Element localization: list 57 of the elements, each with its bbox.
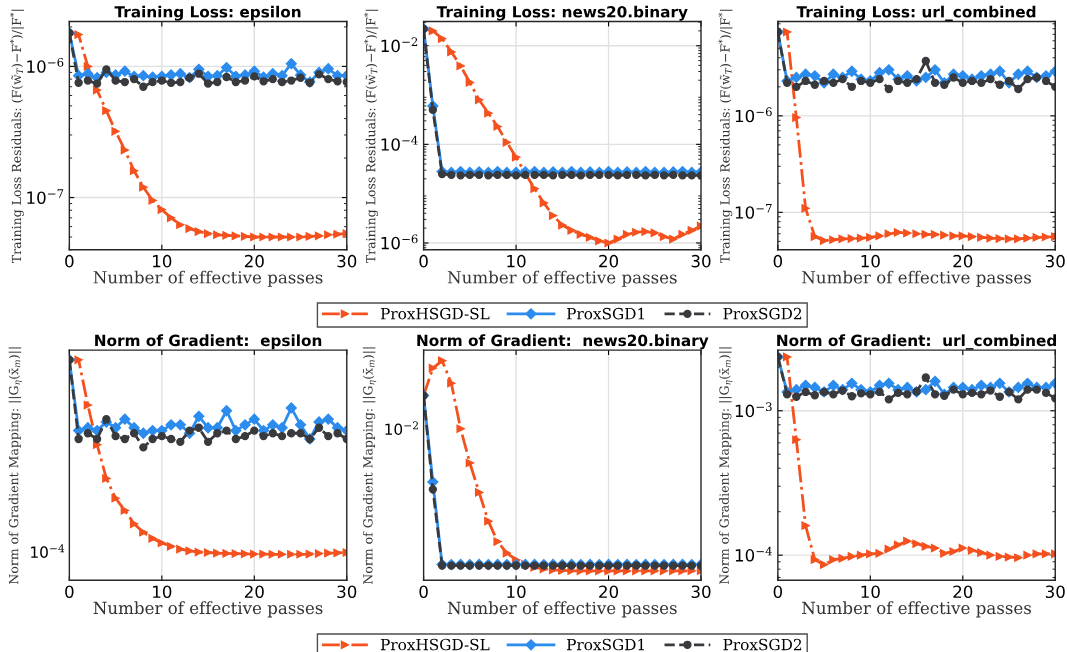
chart-title: Norm of Gradient: epsilon (95, 334, 322, 350)
x-tick-label: 20 (599, 254, 619, 268)
y-axis-title: Norm of Gradient Mapping: ||G$_{η}$(x̄$_{m}$)|| (362, 347, 377, 585)
legend-label: ProxSGD2 (723, 307, 802, 320)
x-tick-label: 10 (153, 254, 172, 268)
x-axis-title: Number of effective passes (802, 270, 1031, 287)
y-axis-title: Training Loss Residuals: (F(w̃$_{T}$)−F$^{*}$)/|F$^{*}$| (364, 9, 379, 264)
legend-label: ProxSGD1 (566, 307, 645, 320)
x-tick-label: 30 (691, 585, 711, 599)
y-tick-label: 10$^{−4}$ (735, 546, 772, 562)
y-tick-label: 10$^{−7}$ (27, 189, 64, 204)
legend-label: ProxSGD1 (566, 638, 645, 651)
x-tick-label: 0 (773, 254, 783, 268)
x-tick-label: 30 (691, 254, 711, 268)
y-tick-label: 10$^{−4}$ (381, 135, 418, 151)
chart-title: Norm of Gradient: url_combined (777, 334, 1057, 350)
x-tick-label: 0 (419, 585, 428, 599)
x-tick-label: 30 (1045, 254, 1065, 268)
x-tick-label: 30 (1045, 585, 1065, 599)
x-tick-label: 0 (773, 585, 783, 599)
x-axis-title: Number of effective passes (93, 601, 323, 618)
x-tick-label: 20 (599, 585, 619, 599)
legend-label: ProxSGD2 (723, 638, 802, 651)
y-axis-title: Training Loss Residuals: (F(w̃$_{T}$)−F$^{*}$)/|F$^{*}$| (9, 9, 24, 264)
chart-title: Norm of Gradient: news20.binary (417, 334, 709, 350)
x-tick-label: 30 (337, 585, 357, 599)
x-tick-label: 0 (65, 585, 74, 599)
legend-label: ProxHSGD-SL (380, 307, 490, 320)
x-tick-label: 10 (153, 585, 172, 599)
y-tick-label: 10$^{−7}$ (735, 204, 772, 219)
y-tick-label: 10$^{−6}$ (27, 57, 64, 73)
y-axis-title: Norm of Gradient Mapping: ||G$_{η}$(x̄$_{m}$)|| (8, 347, 22, 585)
x-tick-label: 10 (861, 254, 880, 268)
y-tick-label: 10$^{−6}$ (735, 107, 772, 123)
chart-title: Training Loss: news20.binary (436, 5, 688, 21)
legend-label: ProxHSGD-SL (380, 638, 490, 651)
x-tick-label: 0 (419, 254, 428, 268)
y-axis-title: Norm of Gradient Mapping: ||G$_{η}$(x̄$_{m}$)|| (719, 347, 733, 585)
x-axis-title: Number of effective passes (93, 270, 323, 287)
x-axis-title: Number of effective passes (447, 270, 677, 287)
x-tick-label: 20 (244, 254, 264, 268)
x-tick-label: 20 (953, 254, 973, 268)
x-tick-label: 20 (244, 585, 264, 599)
x-tick-label: 30 (337, 254, 357, 268)
chart-title: Training Loss: epsilon (114, 5, 301, 21)
x-axis-title: Number of effective passes (802, 601, 1031, 618)
x-tick-label: 10 (507, 254, 526, 268)
x-tick-label: 20 (953, 585, 973, 599)
x-tick-label: 0 (65, 254, 74, 268)
y-axis-title: Training Loss Residuals: (F(w̃$_{T}$)−F$^{*}$)/|F$^{*}$| (718, 9, 733, 264)
y-tick-label: 10$^{−6}$ (381, 234, 418, 250)
y-tick-label: 10$^{−3}$ (735, 402, 772, 418)
chart-title: Training Loss: url_combined (796, 5, 1036, 21)
x-axis-title: Number of effective passes (447, 601, 677, 618)
y-tick-label: 10$^{−2}$ (381, 37, 418, 53)
x-tick-label: 10 (861, 585, 880, 599)
x-tick-label: 10 (507, 585, 526, 599)
